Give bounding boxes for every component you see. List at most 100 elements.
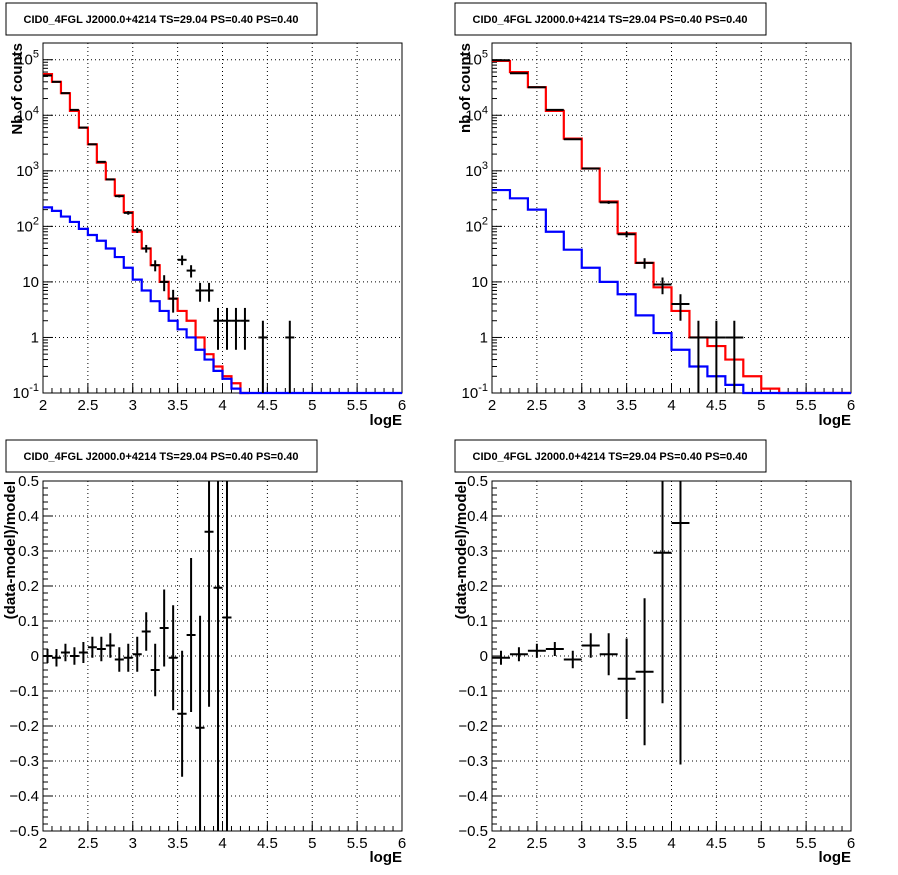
- data-point: [177, 650, 187, 777]
- y-tick-label: 0.2: [467, 578, 488, 595]
- y-tick-label: 0: [480, 648, 488, 665]
- data-point: [213, 481, 223, 831]
- plot-area: 2 2.5 3 3.5 4 4.5 5 5.5 6 10-1 1 10 102 103 104 105: [462, 43, 855, 414]
- x-tick-label: 4: [218, 397, 226, 414]
- data-point: [159, 275, 169, 292]
- x-tick-label: 6: [398, 835, 406, 852]
- x-tick-label: 5: [757, 835, 765, 852]
- y-tick-label: 1: [480, 329, 488, 346]
- x-tick-label: 3: [578, 835, 586, 852]
- x-axis-title: logE: [819, 412, 852, 429]
- y-axis-title: nb of counts: [457, 43, 474, 133]
- y-tick-label: 10: [22, 274, 39, 291]
- data-point: [123, 211, 133, 215]
- data-point: [43, 649, 52, 663]
- data-point: [141, 244, 151, 253]
- y-tick-label: 103: [16, 160, 39, 180]
- data-point: [204, 481, 214, 707]
- x-tick-label: 2.5: [77, 835, 98, 852]
- data-point: [78, 642, 88, 663]
- y-tick-label: 0.1: [467, 613, 488, 630]
- y-tick-label: 102: [465, 215, 488, 235]
- data-point: [105, 633, 115, 658]
- plot-frame: [42, 480, 403, 832]
- y-tick-label: −0.4: [458, 788, 488, 805]
- plot-frame: [42, 42, 403, 394]
- panel-bottom-left: CID0_4FGL J2000.0+4214 TS=29.04 PS=0.40 …: [2, 439, 406, 866]
- data-point: [617, 231, 636, 238]
- x-tick-label: 6: [847, 397, 855, 414]
- data-point: [707, 320, 726, 393]
- x-tick-label: 3: [578, 397, 586, 414]
- data-point: [186, 558, 196, 712]
- data-point: [177, 255, 187, 266]
- y-tick-label: −0.2: [458, 718, 488, 735]
- y-tick-label: −0.3: [9, 753, 39, 770]
- data-point: [213, 307, 223, 350]
- x-tick-label: 4: [667, 835, 675, 852]
- y-tick-label: 105: [16, 49, 39, 69]
- series-model-source: [43, 206, 402, 395]
- data-point: [204, 282, 214, 302]
- y-tick-label: −0.1: [9, 683, 39, 700]
- y-tick-label: 102: [16, 215, 39, 235]
- y-tick-label: 10: [471, 274, 488, 291]
- x-tick-label: 5: [308, 835, 316, 852]
- data-point: [168, 289, 178, 313]
- x-tick-label: 2: [488, 397, 496, 414]
- y-tick-label: −0.3: [458, 753, 488, 770]
- x-tick-label: 3.5: [167, 397, 188, 414]
- x-tick-label: 5: [308, 397, 316, 414]
- data-point: [617, 638, 636, 719]
- x-tick-label: 6: [398, 397, 406, 414]
- data-point: [114, 647, 124, 672]
- x-tick-label: 4.5: [706, 397, 727, 414]
- data-point: [563, 138, 582, 141]
- series-model-source: [492, 188, 851, 395]
- x-tick-label: 2.5: [526, 397, 547, 414]
- data-point: [509, 647, 528, 662]
- x-tick-label: 3.5: [616, 835, 637, 852]
- data-point: [653, 481, 672, 704]
- x-tick-label: 2: [39, 397, 47, 414]
- data-point: [222, 307, 232, 350]
- data-point: [150, 260, 160, 272]
- data-point: [132, 636, 142, 672]
- data-point: [168, 605, 178, 711]
- data-point: [105, 178, 115, 181]
- data-point: [87, 143, 97, 146]
- panel-top-right: CID0_4FGL J2000.0+4214 TS=29.04 PS=0.40 …: [454, 2, 855, 429]
- x-tick-label: 6: [847, 835, 855, 852]
- x-tick-label: 2.5: [77, 397, 98, 414]
- data-point: [689, 320, 708, 393]
- data-point: [51, 649, 61, 667]
- y-tick-label: 1: [31, 329, 39, 346]
- data-point: [96, 160, 106, 163]
- data-point: [599, 201, 618, 204]
- x-tick-label: 4: [218, 835, 226, 852]
- data-point: [258, 320, 268, 393]
- x-axis-title: logE: [819, 849, 852, 866]
- y-axis-title: Nb of counts: [9, 43, 26, 135]
- y-tick-label: 105: [465, 49, 488, 69]
- y-tick-label: 0.5: [467, 473, 488, 490]
- x-tick-label: 3: [129, 397, 137, 414]
- data-point: [87, 636, 97, 658]
- x-axis-title: logE: [370, 849, 403, 866]
- y-tick-label: 104: [16, 104, 39, 124]
- data-point: [78, 126, 88, 129]
- plot-area: 2 2.5 3 3.5 4 4.5 5 5.5 6 10-1 1 10 102 103 104 105: [13, 43, 406, 414]
- pad-title: CID0_4FGL J2000.0+4214 TS=29.04 PS=0.40 …: [473, 14, 748, 26]
- x-tick-label: 5: [757, 397, 765, 414]
- data-point: [159, 589, 169, 667]
- plot-area: 2 2.5 3 3.5 4 4.5 5 5.5 6 −0.5 −0.4 −0.3 −0.2 −0.1 0 0.…: [9, 473, 406, 852]
- x-tick-label: 4: [667, 397, 675, 414]
- data-point: [132, 227, 142, 233]
- y-tick-label: 0.5: [18, 473, 39, 490]
- y-tick-label: 0.4: [18, 508, 39, 525]
- y-tick-label: 0.1: [18, 613, 39, 630]
- y-tick-label: −0.5: [458, 823, 488, 840]
- data-point: [150, 643, 160, 697]
- x-tick-label: 3.5: [616, 397, 637, 414]
- y-tick-label: 0.4: [467, 508, 488, 525]
